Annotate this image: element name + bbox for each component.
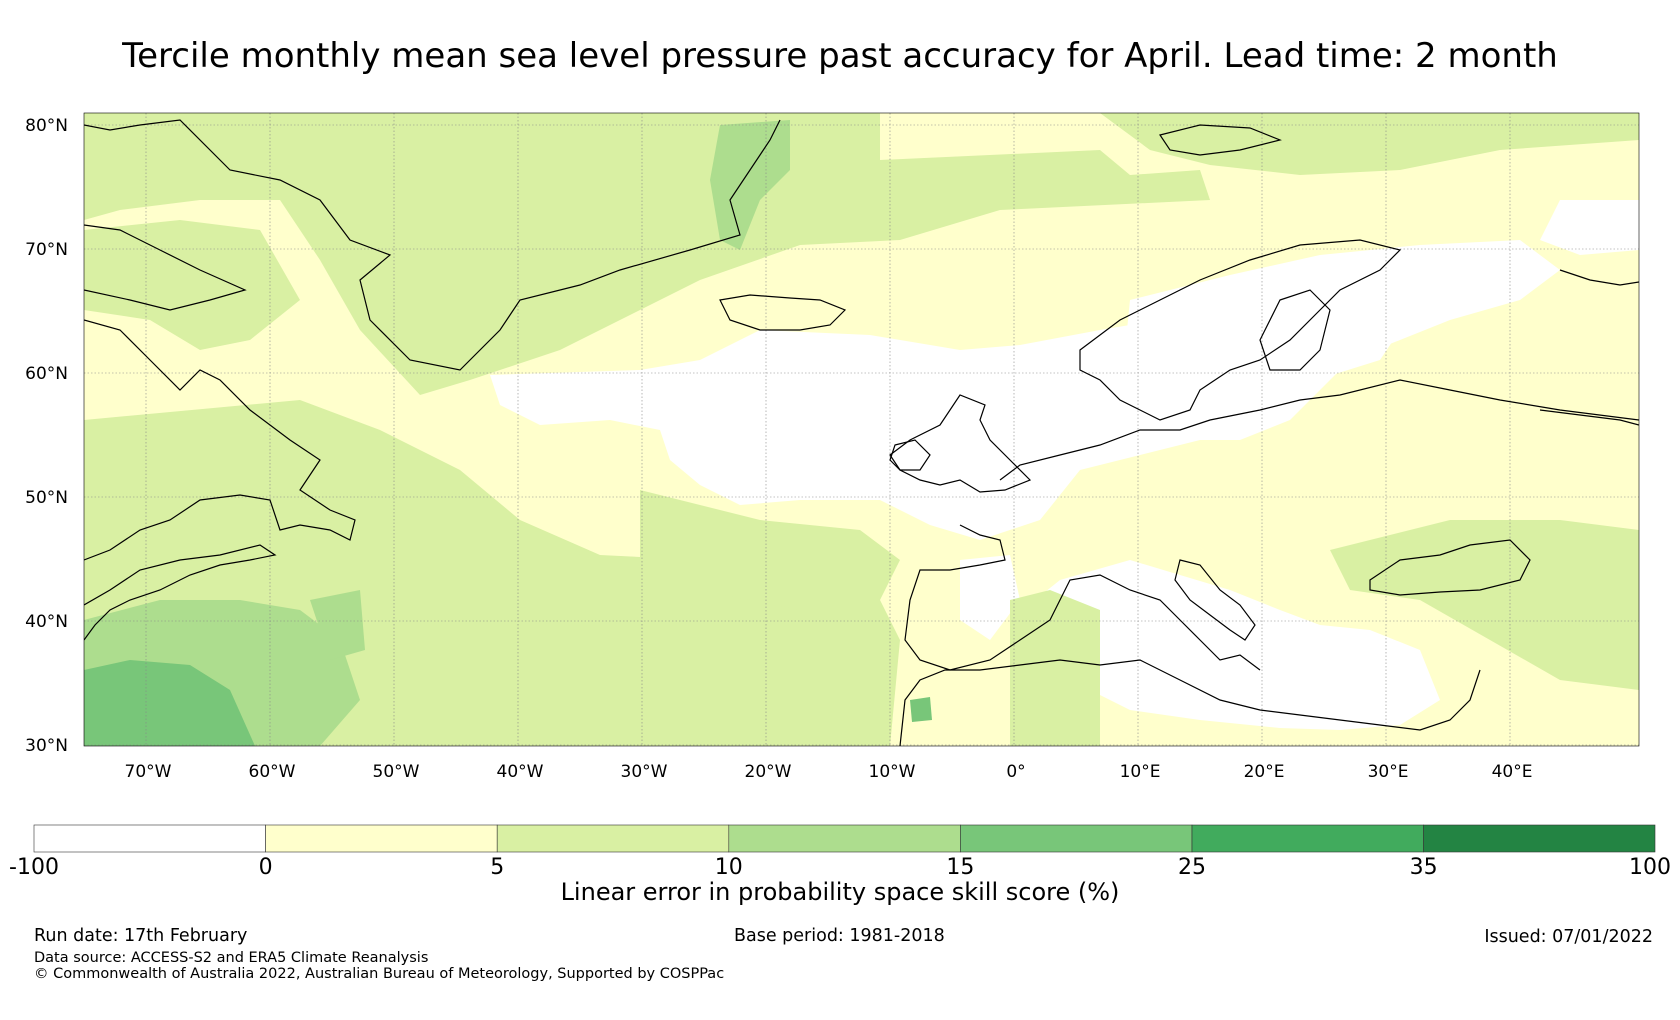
skill-region-sargasso-dark <box>84 660 255 746</box>
coastlines <box>84 119 1639 746</box>
coastline-scandinavia <box>1079 239 1402 421</box>
data-source: Data source: ACCESS-S2 and ERA5 Climate … <box>34 950 429 966</box>
lon-tick-label: 10°W <box>869 762 916 782</box>
skill-region-east-arctic-white <box>1540 200 1639 255</box>
lon-tick-label: 10°E <box>1120 762 1161 782</box>
lat-tick-label: 60°N <box>25 364 68 384</box>
lat-tick-label: 30°N <box>25 736 68 756</box>
colorbar-segment <box>496 824 730 853</box>
gridlines <box>84 113 1639 746</box>
lon-tick-label: 50°W <box>373 762 420 782</box>
coastline-finland <box>1259 289 1331 371</box>
skill-region-greenland-coast <box>710 120 790 250</box>
copyright: © Commonwealth of Australia 2022, Austra… <box>34 966 725 982</box>
skill-region-arctic-east <box>1100 113 1639 175</box>
coastline-svalbard <box>1159 124 1282 156</box>
colorbar-tick-label: 100 <box>1629 855 1671 880</box>
lon-tick-label: 0° <box>1006 762 1025 782</box>
base-period: Base period: 1981-2018 <box>734 926 945 946</box>
skill-region-newfoundland-medium <box>310 590 365 660</box>
skill-region-africa-dark <box>910 697 932 722</box>
lon-tick-label: 20°E <box>1244 762 1285 782</box>
lat-tick-label: 80°N <box>25 116 68 136</box>
colorbar-segment <box>33 824 266 853</box>
coastline-canada-arctic <box>84 224 247 311</box>
lon-tick-label: 40°W <box>497 762 544 782</box>
lon-tick-label: 30°E <box>1368 762 1409 782</box>
coastline-british-isles <box>889 394 1032 493</box>
lat-tick-label: 70°N <box>25 240 68 260</box>
coastline-labrador <box>84 319 356 561</box>
colorbar-tick-label: 25 <box>1178 855 1206 880</box>
skill-region-greenland <box>84 113 1210 395</box>
skill-region-iberia-white <box>960 555 1020 640</box>
coastline-novaya-zemlya <box>1559 269 1639 286</box>
colorbar-tick-label: 5 <box>490 855 504 880</box>
coastline-nova-scotia <box>84 544 277 641</box>
skill-region-scandinavia-white <box>1120 240 1560 440</box>
coastline-greenland <box>84 119 781 371</box>
lon-tick-label: 40°E <box>1492 762 1533 782</box>
coastline-north-africa <box>899 659 1481 746</box>
map-title: Tercile monthly mean sea level pressure … <box>122 36 1558 76</box>
skill-region-canary-green <box>1010 590 1100 746</box>
colorbar-segment <box>960 824 1193 853</box>
colorbar: -100 0 5 10 15 25 35 100 <box>9 824 1671 880</box>
skill-region-mediterranean-white <box>1010 560 1440 730</box>
lon-tick-label: 70°W <box>125 762 172 782</box>
colorbar-tick-label: 15 <box>946 855 974 880</box>
colorbar-tick-label: -100 <box>9 855 59 880</box>
coastline-iceland <box>719 294 847 331</box>
lon-tick-label: 30°W <box>621 762 668 782</box>
lat-axis: 80°N 70°N 60°N 50°N 40°N 30°N <box>25 116 68 756</box>
colorbar-tick-label: 0 <box>259 855 273 880</box>
lon-axis: 70°W 60°W 50°W 40°W 30°W 20°W 10°W 0° 10… <box>125 762 1533 782</box>
issued-date: Issued: 07/01/2022 <box>1484 927 1653 947</box>
colorbar-label: Linear error in probability space skill … <box>560 878 1120 906</box>
colorbar-segment <box>728 824 961 853</box>
map-frame <box>83 112 1640 747</box>
colorbar-tick-label: 10 <box>715 855 743 880</box>
colorbar-segment <box>1423 824 1656 853</box>
coastline-black-sea <box>1369 539 1531 596</box>
coastline-east-asia <box>1539 409 1639 426</box>
lon-tick-label: 20°W <box>745 762 792 782</box>
colorbar-segment <box>1191 824 1424 853</box>
coastline-ireland <box>889 439 931 471</box>
colorbar-segment <box>265 824 498 853</box>
run-date: Run date: 17th February <box>34 926 248 946</box>
lat-tick-label: 50°N <box>25 488 68 508</box>
skill-region-east-europe-green <box>1330 520 1639 690</box>
colorbar-tick-label: 35 <box>1410 855 1438 880</box>
coastline-italy <box>1174 559 1256 641</box>
coastline-europe <box>999 379 1639 481</box>
lat-tick-label: 40°N <box>25 612 68 632</box>
skill-region-central-atlantic-green <box>640 490 900 610</box>
lon-tick-label: 60°W <box>249 762 296 782</box>
skill-region-labrador-green <box>84 220 300 350</box>
coastline-iberia <box>904 524 1261 671</box>
